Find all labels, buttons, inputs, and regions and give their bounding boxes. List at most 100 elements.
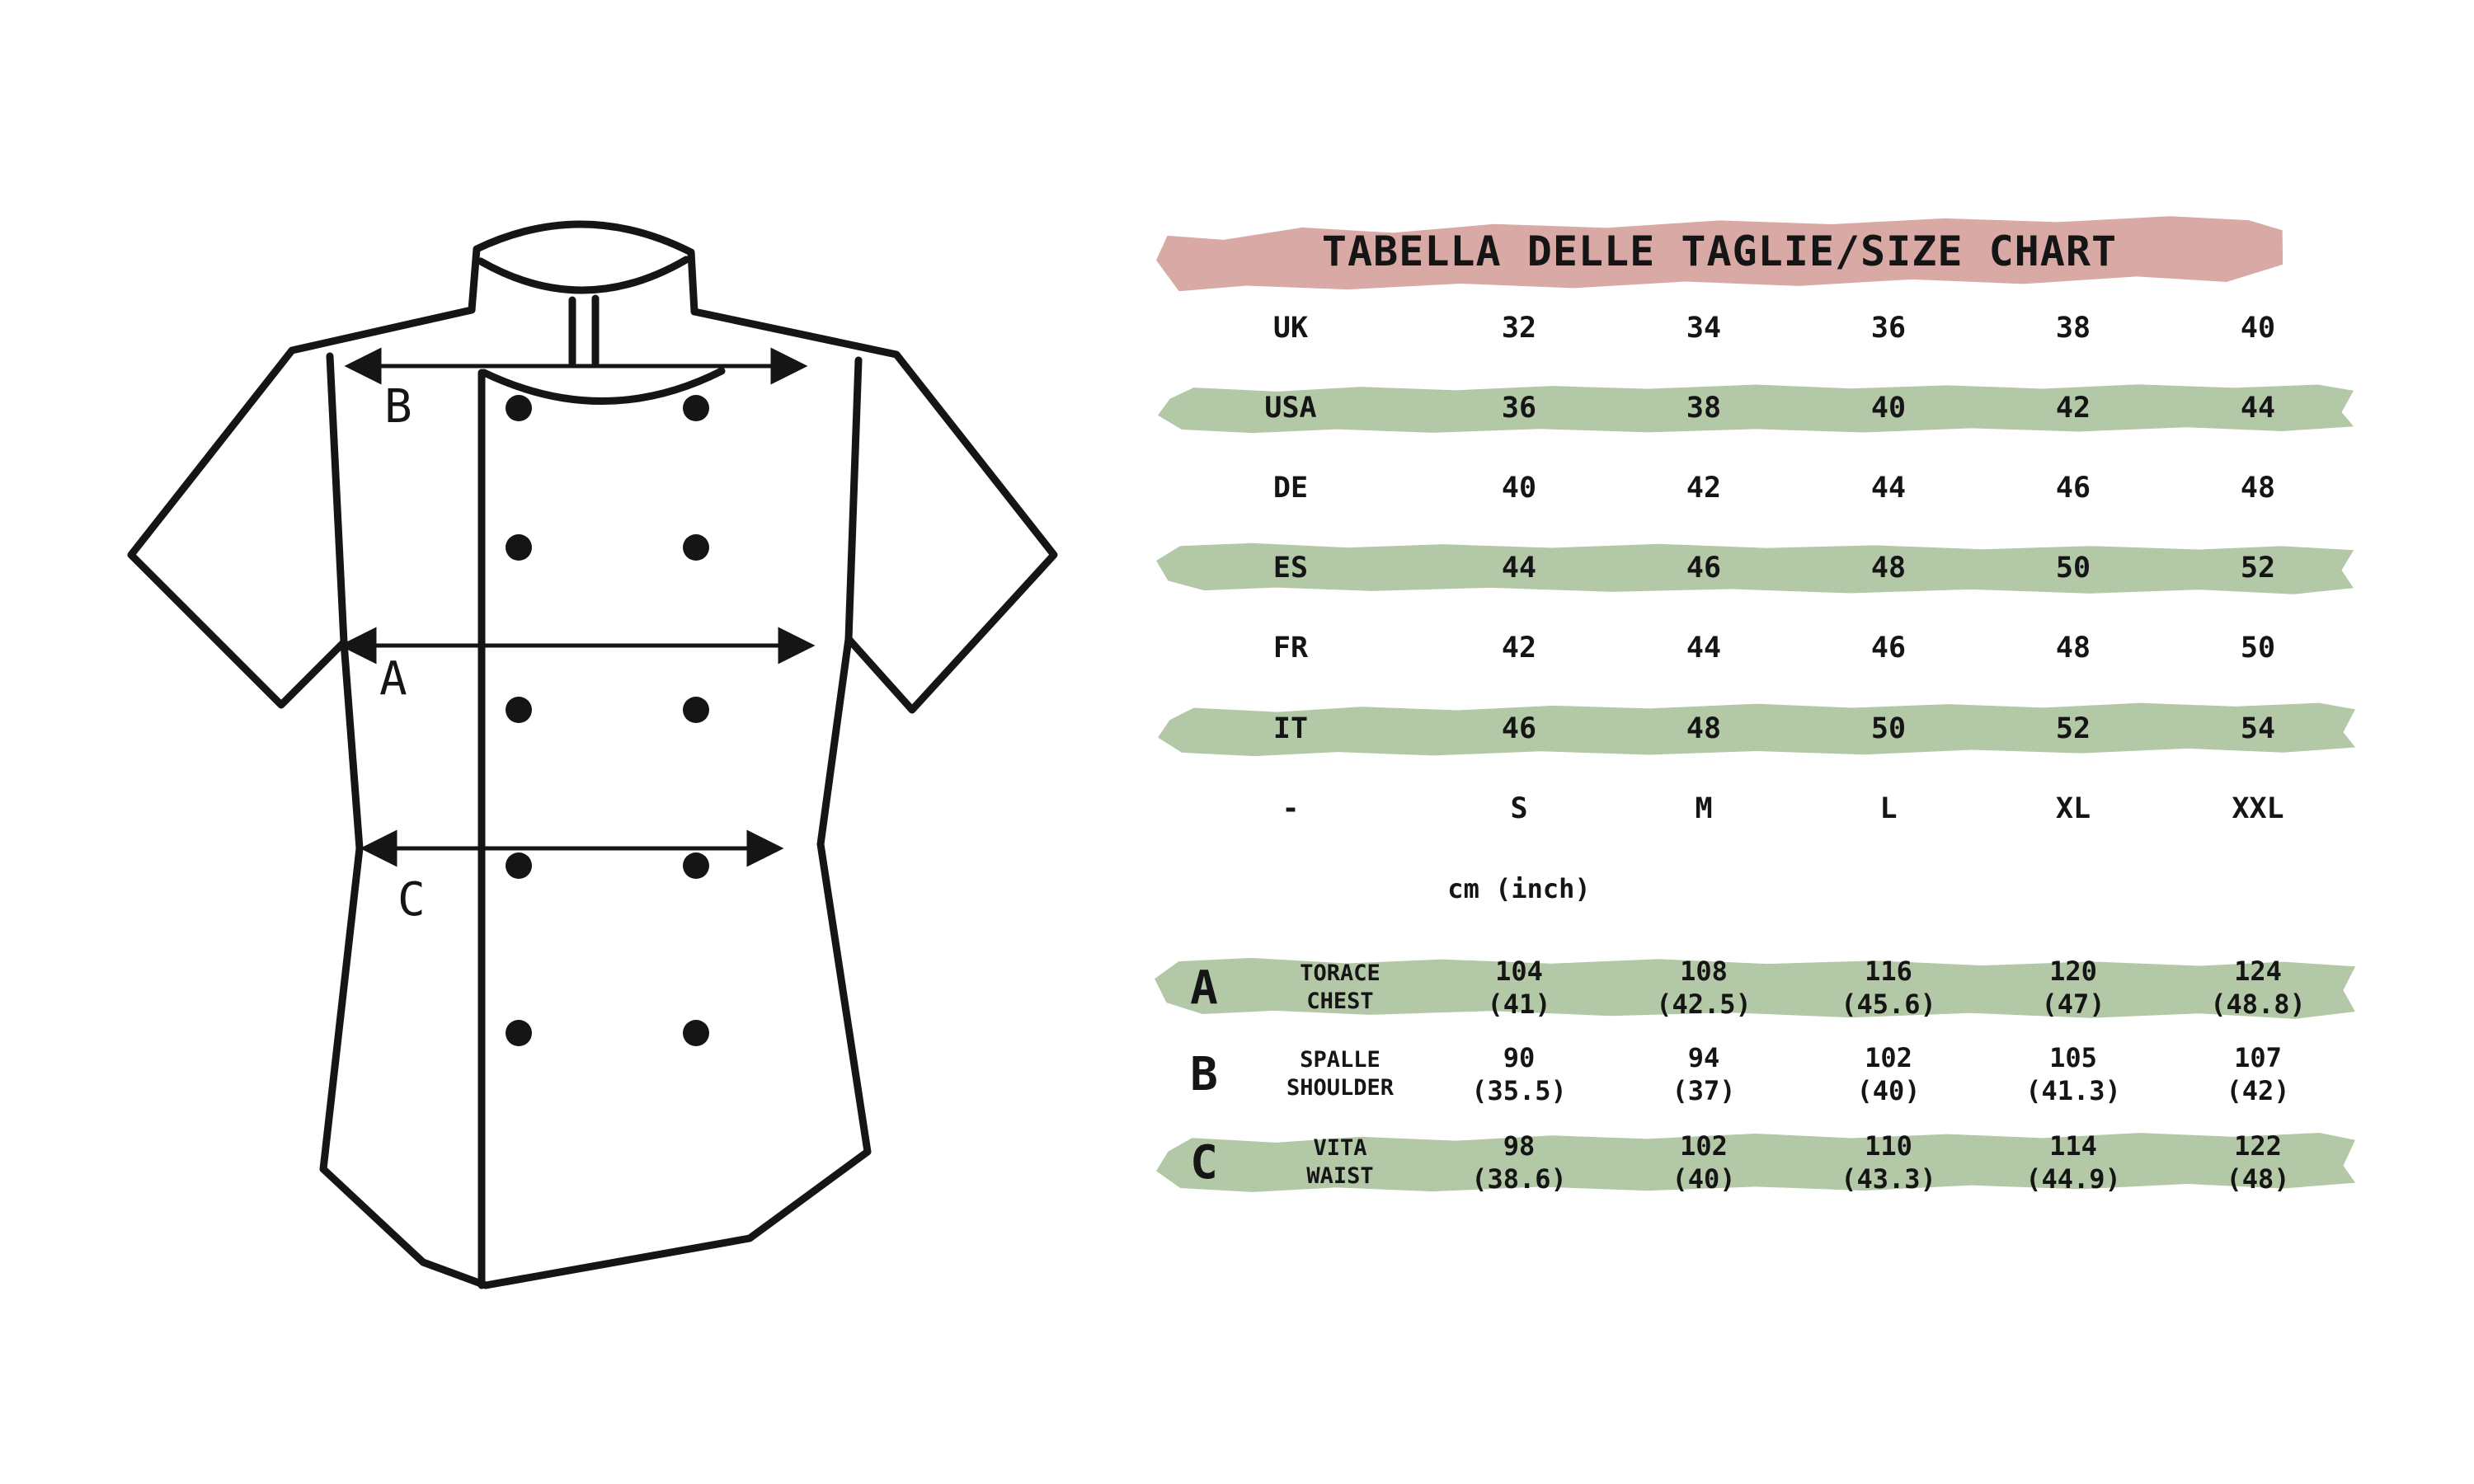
size-value-cell: 36 bbox=[1501, 392, 1537, 425]
measure-value-cm: 114 bbox=[2049, 1130, 2097, 1162]
size-row-label: ES bbox=[1272, 552, 1309, 585]
size-value-cell: S bbox=[1510, 792, 1528, 825]
measure-value-inch: (48) bbox=[2226, 1163, 2290, 1195]
size-value-cell: M bbox=[1695, 792, 1713, 825]
measure-value-inch: (44.9) bbox=[2025, 1163, 2121, 1195]
size-row-fr: FR 42 44 46 48 50 bbox=[1155, 622, 2359, 674]
measure-value-cell: 102 (40) bbox=[1611, 1129, 1796, 1195]
measure-value-cm: 124 bbox=[2234, 956, 2282, 987]
arrow-label-c: C bbox=[397, 873, 426, 927]
measure-value-inch: (41.3) bbox=[2025, 1075, 2121, 1106]
measure-label-it: SPALLE bbox=[1300, 1047, 1380, 1073]
measure-value-cell: 98 (38.6) bbox=[1427, 1129, 1611, 1195]
measure-value-cm: 122 bbox=[2234, 1130, 2282, 1162]
measure-value-inch: (42.5) bbox=[1656, 989, 1752, 1020]
size-value-cell: 48 bbox=[1686, 712, 1722, 745]
size-value-cell: 52 bbox=[2240, 552, 2276, 585]
measure-value-cm: 116 bbox=[1865, 956, 1912, 987]
measure-value-inch: (40) bbox=[1856, 1075, 1921, 1106]
measure-value-inch: (43.3) bbox=[1841, 1163, 1936, 1195]
size-value-cell: 52 bbox=[2055, 712, 2091, 745]
size-value-cell: 34 bbox=[1686, 312, 1722, 345]
size-value-cell: 36 bbox=[1870, 312, 1907, 345]
measure-value-cell: 104 (41) bbox=[1427, 955, 1611, 1021]
measure-row-label: VITA WAIST bbox=[1253, 1134, 1427, 1190]
measure-value-cell: 90 (35.5) bbox=[1427, 1041, 1611, 1107]
jacket-diagram: B A C bbox=[127, 220, 1058, 1289]
size-value-cell: 42 bbox=[2055, 392, 2091, 425]
size-value-cell: 44 bbox=[2240, 392, 2276, 425]
unit-note: cm (inch) bbox=[1447, 873, 1591, 904]
measure-value-cell: 124 (48.8) bbox=[2166, 955, 2350, 1021]
measure-value-cm: 102 bbox=[1865, 1042, 1912, 1073]
size-value-cell: 38 bbox=[2055, 312, 2091, 345]
measure-value-cell: 102 (40) bbox=[1796, 1041, 1981, 1107]
measure-value-cm: 94 bbox=[1687, 1042, 1720, 1073]
measure-value-cm: 120 bbox=[2049, 956, 2097, 987]
measure-value-cm: 110 bbox=[1865, 1130, 1912, 1162]
size-row-label: - bbox=[1282, 792, 1300, 825]
size-value-cell: XL bbox=[2055, 792, 2091, 825]
measure-value-cell: 107 (42) bbox=[2166, 1041, 2350, 1107]
size-row-label: DE bbox=[1272, 472, 1309, 505]
size-table: TABELLA DELLE TAGLIE/SIZE CHART cm (inch… bbox=[1155, 0, 2367, 1484]
measure-value-cell: 105 (41.3) bbox=[1981, 1041, 2166, 1107]
size-value-cell: 46 bbox=[1501, 712, 1537, 745]
size-value-cell: 48 bbox=[2240, 472, 2276, 505]
measure-value-inch: (47) bbox=[2041, 989, 2105, 1020]
measure-value-inch: (38.6) bbox=[1471, 1163, 1567, 1195]
measure-value-cell: 108 (42.5) bbox=[1611, 955, 1796, 1021]
size-row-it: IT 46 48 50 52 54 bbox=[1155, 702, 2359, 755]
size-row-de: DE 40 42 44 46 48 bbox=[1155, 462, 2359, 514]
measure-value-inch: (40) bbox=[1672, 1163, 1736, 1195]
measure-label-it: TORACE bbox=[1300, 960, 1380, 987]
size-value-cell: 44 bbox=[1686, 632, 1722, 665]
size-value-cell: 40 bbox=[1501, 472, 1537, 505]
measure-row-label: SPALLE SHOULDER bbox=[1253, 1046, 1427, 1102]
measure-row-shoulder: B SPALLE SHOULDER 90 (35.5) 94 (37) 102 (40) 105(… bbox=[1155, 1031, 2359, 1117]
measure-value-cell: 116 (45.6) bbox=[1796, 955, 1981, 1021]
size-value-cell: XXL bbox=[2232, 792, 2284, 825]
size-value-cell: 48 bbox=[2055, 632, 2091, 665]
size-value-cell: 46 bbox=[1686, 552, 1722, 585]
arrow-label-a: A bbox=[379, 652, 407, 706]
size-row-label: UK bbox=[1272, 312, 1309, 345]
measure-arrows bbox=[339, 347, 816, 867]
size-row-es: ES 44 46 48 50 52 bbox=[1155, 542, 2359, 594]
size-row-usa: USA 36 38 40 42 44 bbox=[1155, 382, 2359, 434]
size-chart-title: TABELLA DELLE TAGLIE/SIZE CHART bbox=[1321, 228, 2118, 275]
size-value-cell: 46 bbox=[1870, 632, 1907, 665]
size-value-cell: 40 bbox=[2240, 312, 2276, 345]
size-row-international: - S M L XL XXL bbox=[1155, 782, 2359, 835]
measure-value-inch: (48.8) bbox=[2210, 989, 2306, 1020]
measure-value-cell: 94 (37) bbox=[1611, 1041, 1796, 1107]
measure-value-cm: 105 bbox=[2049, 1042, 2097, 1073]
measure-row-key: A bbox=[1190, 960, 1218, 1015]
size-row-label: IT bbox=[1272, 712, 1309, 745]
right-armhole-seam bbox=[844, 356, 863, 643]
size-value-cell: 40 bbox=[1870, 392, 1907, 425]
measure-value-cm: 104 bbox=[1495, 956, 1543, 987]
measure-label-it: VITA bbox=[1313, 1135, 1367, 1162]
jacket-collar bbox=[468, 220, 698, 316]
measure-row-waist: C VITA WAIST 98 (38.6) 102 (40) 110 (43.3) 114 (44… bbox=[1155, 1120, 2359, 1205]
measure-value-cell: 120 (47) bbox=[1981, 955, 2166, 1021]
measure-row-label: TORACE CHEST bbox=[1253, 960, 1427, 1016]
jacket-body-outline bbox=[127, 306, 1058, 1289]
size-value-cell: 48 bbox=[1870, 552, 1907, 585]
size-row-label: FR bbox=[1272, 632, 1309, 665]
size-value-cell: 32 bbox=[1501, 312, 1537, 345]
measure-row-chest: A TORACE CHEST 104 (41) 108 (42.5) 116 (45.6) 120… bbox=[1155, 945, 2359, 1031]
left-armhole-seam bbox=[326, 352, 348, 646]
measure-value-cm: 107 bbox=[2234, 1042, 2282, 1073]
size-value-cell: 44 bbox=[1870, 472, 1907, 505]
measure-value-inch: (45.6) bbox=[1841, 989, 1936, 1020]
size-value-cell: 38 bbox=[1686, 392, 1722, 425]
size-value-cell: 50 bbox=[1870, 712, 1907, 745]
size-value-cell: 50 bbox=[2240, 632, 2276, 665]
measure-row-key: B bbox=[1190, 1047, 1218, 1101]
measure-value-cm: 102 bbox=[1680, 1130, 1728, 1162]
measure-value-cm: 98 bbox=[1503, 1130, 1536, 1162]
size-value-cell: 50 bbox=[2055, 552, 2091, 585]
